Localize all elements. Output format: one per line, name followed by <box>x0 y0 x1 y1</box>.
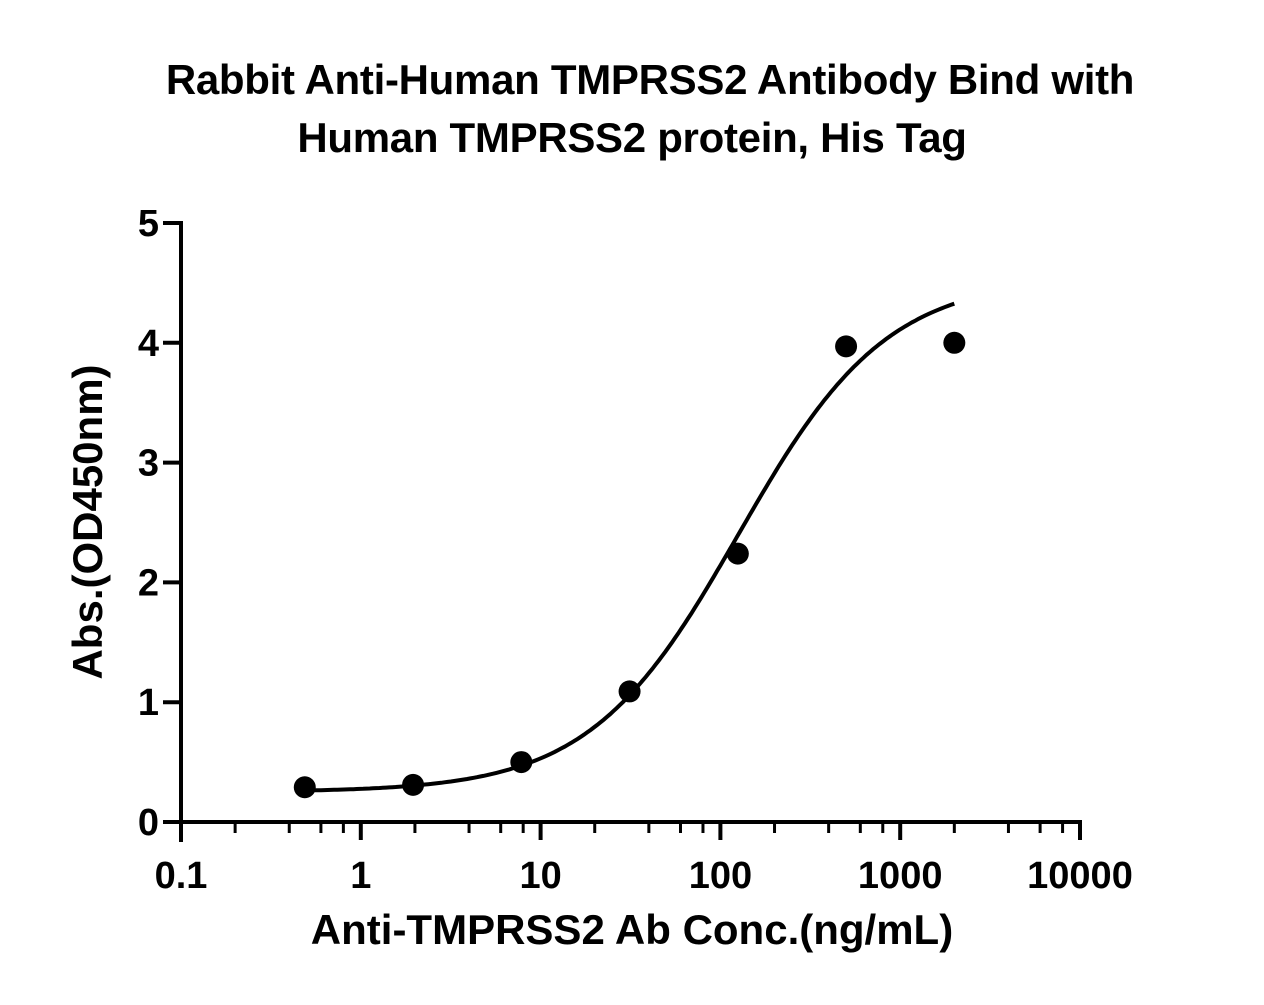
y-tick-label: 0 <box>138 802 159 844</box>
y-axis-label: Abs.(OD450nm) <box>64 364 111 680</box>
chart-title-line-1: Rabbit Anti-Human TMPRSS2 Antibody Bind … <box>165 56 1135 103</box>
data-point <box>835 335 858 358</box>
fit-curve-path <box>304 301 955 793</box>
x-tick-label: 1 <box>350 855 371 897</box>
y-tick-label: 1 <box>138 682 159 724</box>
axes: 0 1 2 3 4 5 0.1 1 10 100 1000 10000 <box>138 203 1133 897</box>
x-tick-label: 1000 <box>858 855 943 897</box>
y-tick-label: 5 <box>138 203 159 245</box>
chart-title-line-2: Human TMPRSS2 protein, His Tag <box>297 114 967 161</box>
x-tick-label: 100 <box>689 855 752 897</box>
y-tick-label: 4 <box>138 323 159 365</box>
x-tick-label: 10 <box>519 855 561 897</box>
data-points <box>293 331 966 799</box>
x-axis-label: Anti-TMPRSS2 Ab Conc.(ng/mL) <box>310 906 954 953</box>
fit-curve <box>304 301 955 793</box>
y-tick-label: 3 <box>138 443 159 485</box>
data-point <box>943 331 966 354</box>
data-point <box>726 542 749 565</box>
x-tick-label: 10000 <box>1027 855 1133 897</box>
data-point <box>402 773 425 796</box>
data-point <box>618 680 641 703</box>
x-tick-label: 0.1 <box>155 855 208 897</box>
y-tick-label: 2 <box>138 562 159 604</box>
data-point <box>293 776 316 799</box>
data-point <box>510 751 533 774</box>
